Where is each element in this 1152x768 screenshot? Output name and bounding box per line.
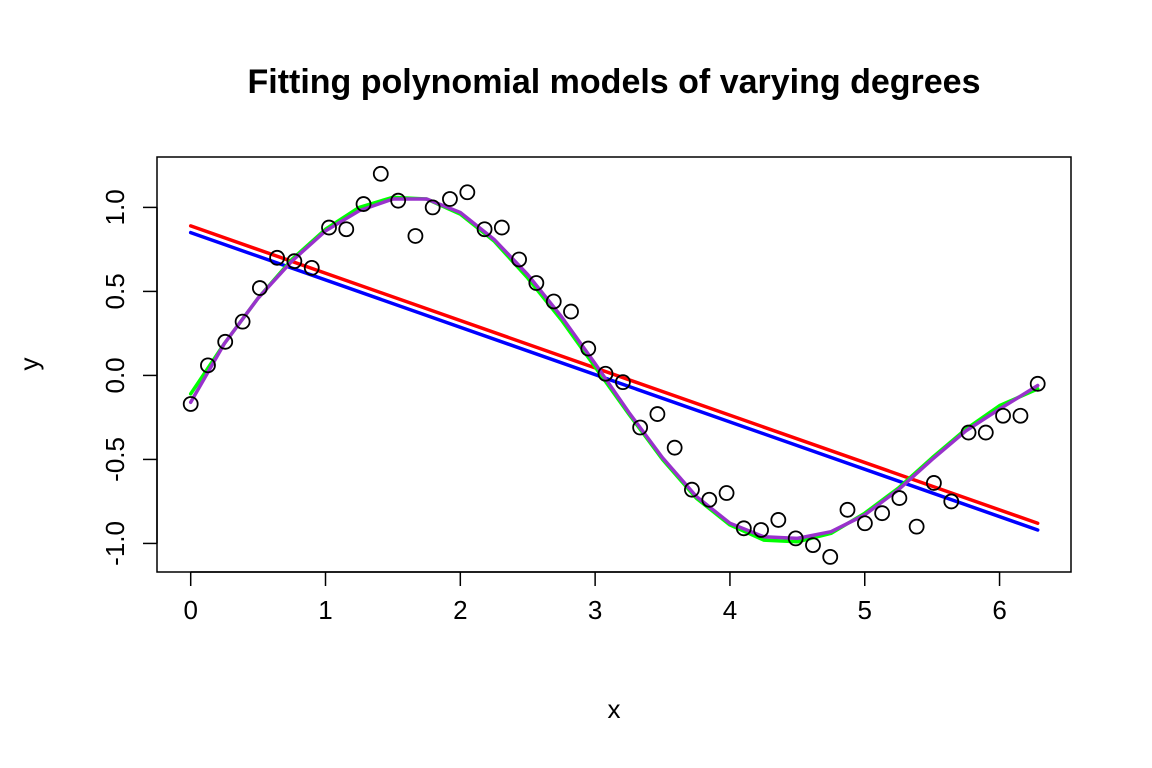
data-point (182, 396, 199, 412)
data-point (614, 374, 631, 391)
data-point (563, 303, 579, 320)
data-point (251, 280, 268, 296)
y-tick-label: 0.0 (100, 357, 130, 393)
data-point (891, 490, 908, 506)
data-point (321, 219, 337, 236)
x-axis: 0 1 2 3 4 5 6 (183, 571, 1007, 625)
data-point (632, 419, 649, 436)
data-point (995, 407, 1011, 424)
x-tick-label: 1 (318, 595, 332, 625)
x-axis-label: x (608, 694, 621, 724)
data-point (701, 491, 718, 508)
x-tick-label: 0 (183, 595, 197, 625)
data-point (856, 515, 873, 532)
data-point (511, 251, 527, 268)
data-point (580, 340, 597, 357)
chart-title: Fitting polynomial models of varying deg… (247, 63, 980, 101)
data-point (286, 253, 303, 270)
data-point (338, 221, 355, 238)
data-point (442, 191, 458, 207)
data-point (718, 485, 735, 501)
fit-line-2 (188, 230, 1040, 532)
data-point (459, 184, 476, 201)
fit-line-3 (188, 195, 1040, 544)
data-point (753, 522, 769, 538)
data-point (1029, 375, 1046, 392)
x-tick-label: 2 (453, 595, 467, 625)
data-point (528, 275, 545, 291)
data-point (545, 293, 562, 310)
x-tick-label: 4 (723, 595, 737, 625)
data-point (960, 424, 977, 441)
data-point (649, 406, 666, 422)
data-point (597, 365, 614, 382)
data-point (770, 512, 787, 528)
fit-line-4 (188, 197, 1040, 541)
data-point (822, 548, 839, 565)
y-tick-label: 0.5 (100, 273, 130, 309)
data-point (200, 357, 216, 374)
data-point (666, 439, 683, 456)
x-tick-label: 3 (588, 595, 602, 625)
data-point (839, 501, 856, 518)
data-points (182, 165, 1046, 565)
y-axis-label: y (14, 358, 44, 371)
data-point (217, 333, 234, 350)
data-point (805, 537, 821, 554)
data-point (908, 518, 925, 535)
y-tick-label: 1.0 (100, 189, 130, 225)
x-tick-label: 5 (858, 595, 872, 625)
data-point (303, 259, 320, 276)
data-point (372, 165, 389, 182)
y-tick-label: -0.5 (100, 437, 130, 482)
data-point (234, 313, 251, 330)
data-point (269, 249, 286, 266)
data-point (476, 221, 493, 238)
data-point (787, 530, 804, 547)
data-point (424, 199, 441, 216)
data-point (493, 219, 510, 236)
data-point (407, 228, 424, 244)
fit-line-1 (188, 224, 1040, 526)
data-point (943, 493, 960, 510)
y-axis: -1.0 -0.5 0.0 0.5 1.0 (100, 189, 158, 566)
x-tick-label: 6 (992, 595, 1006, 625)
plot-frame (156, 156, 1072, 573)
data-point (735, 520, 752, 537)
fit-lines (188, 195, 1040, 544)
data-point (1012, 407, 1029, 424)
data-point (926, 475, 942, 491)
data-point (977, 424, 994, 441)
data-point (874, 505, 891, 522)
data-point (684, 481, 700, 498)
data-point (355, 196, 372, 212)
y-tick-label: -1.0 (100, 521, 130, 566)
data-point (390, 192, 407, 209)
